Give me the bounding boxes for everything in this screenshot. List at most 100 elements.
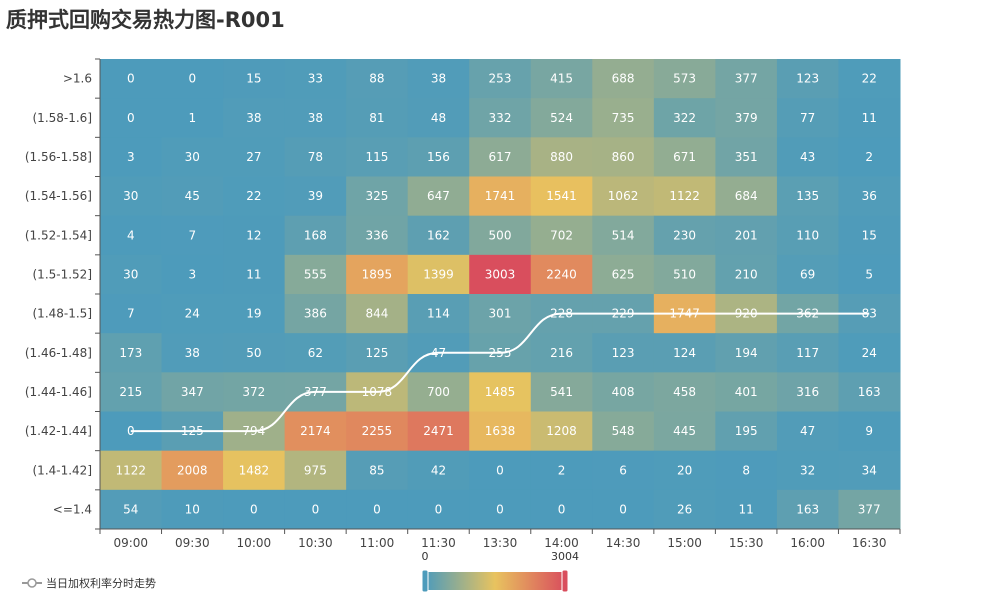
heatmap-cell[interactable] bbox=[653, 411, 716, 452]
heatmap-cell[interactable] bbox=[469, 176, 532, 217]
heatmap-cell[interactable] bbox=[161, 137, 224, 177]
heatmap-cell[interactable] bbox=[223, 176, 286, 217]
heatmap-cell[interactable] bbox=[592, 215, 655, 256]
heatmap-cell[interactable] bbox=[469, 294, 532, 334]
heatmap-cell[interactable] bbox=[776, 137, 839, 177]
heatmap-cell[interactable] bbox=[346, 294, 409, 334]
heatmap-cell[interactable] bbox=[469, 98, 532, 138]
heatmap-cell[interactable] bbox=[715, 137, 778, 177]
heatmap-cell[interactable] bbox=[776, 372, 839, 412]
heatmap-cell[interactable] bbox=[223, 215, 286, 256]
heatmap-cell[interactable] bbox=[100, 254, 163, 295]
heatmap-cell[interactable] bbox=[653, 254, 716, 295]
heatmap-cell[interactable] bbox=[407, 372, 470, 412]
heatmap-cell[interactable] bbox=[715, 450, 778, 491]
heatmap-cell[interactable] bbox=[346, 254, 409, 295]
heatmap-cell[interactable] bbox=[161, 215, 224, 256]
visual-map-min-handle[interactable] bbox=[421, 569, 429, 593]
heatmap-cell[interactable] bbox=[715, 215, 778, 256]
heatmap-cell[interactable] bbox=[223, 98, 286, 138]
heatmap-cell[interactable] bbox=[838, 450, 901, 491]
heatmap-cell[interactable] bbox=[469, 450, 532, 491]
heatmap-cell[interactable] bbox=[223, 333, 286, 373]
heatmap-cell[interactable] bbox=[715, 333, 778, 373]
heatmap-cell[interactable] bbox=[346, 333, 409, 373]
heatmap-cell[interactable] bbox=[223, 254, 286, 295]
heatmap-cell[interactable] bbox=[100, 215, 163, 256]
legend-item-label[interactable]: 当日加权利率分时走势 bbox=[46, 576, 156, 590]
heatmap-cell[interactable] bbox=[469, 137, 532, 177]
heatmap-cell[interactable] bbox=[715, 176, 778, 217]
heatmap-cell[interactable] bbox=[100, 489, 163, 530]
heatmap-cell[interactable] bbox=[530, 215, 593, 256]
heatmap-cell[interactable] bbox=[592, 333, 655, 373]
heatmap-cell[interactable] bbox=[161, 98, 224, 138]
heatmap-cell[interactable] bbox=[223, 372, 286, 412]
heatmap-cell[interactable] bbox=[469, 411, 532, 452]
heatmap-cell[interactable] bbox=[223, 294, 286, 334]
heatmap-cell[interactable] bbox=[407, 98, 470, 138]
heatmap-cell[interactable] bbox=[223, 59, 286, 99]
heatmap-cell[interactable] bbox=[653, 450, 716, 491]
heatmap-cell[interactable] bbox=[100, 137, 163, 177]
heatmap-cell[interactable] bbox=[838, 372, 901, 412]
heatmap-cell[interactable] bbox=[346, 411, 409, 452]
heatmap-cell[interactable] bbox=[592, 176, 655, 217]
heatmap-cell[interactable] bbox=[530, 254, 593, 295]
heatmap-cell[interactable] bbox=[161, 176, 224, 217]
heatmap-cell[interactable] bbox=[223, 489, 286, 530]
heatmap-cell[interactable] bbox=[284, 254, 347, 295]
heatmap-cell[interactable] bbox=[100, 176, 163, 217]
visual-map-bar[interactable] bbox=[425, 572, 565, 590]
heatmap-cell[interactable] bbox=[838, 333, 901, 373]
heatmap-cell[interactable] bbox=[653, 215, 716, 256]
heatmap-cell[interactable] bbox=[284, 215, 347, 256]
heatmap-cell[interactable] bbox=[530, 98, 593, 138]
heatmap-cell[interactable] bbox=[653, 137, 716, 177]
heatmap-cell[interactable] bbox=[592, 489, 655, 530]
heatmap-cell[interactable] bbox=[776, 98, 839, 138]
heatmap-cell[interactable] bbox=[838, 215, 901, 256]
heatmap-cell[interactable] bbox=[469, 489, 532, 530]
heatmap-cell[interactable] bbox=[161, 59, 224, 99]
heatmap-cell[interactable] bbox=[592, 254, 655, 295]
heatmap-cell[interactable] bbox=[284, 411, 347, 452]
heatmap-cell[interactable] bbox=[530, 176, 593, 217]
heatmap-cell[interactable] bbox=[100, 333, 163, 373]
heatmap-cell[interactable] bbox=[469, 254, 532, 295]
heatmap-cell[interactable] bbox=[653, 489, 716, 530]
heatmap-cell[interactable] bbox=[284, 176, 347, 217]
heatmap-cell[interactable] bbox=[530, 411, 593, 452]
heatmap-cell[interactable] bbox=[592, 372, 655, 412]
heatmap-cell[interactable] bbox=[653, 333, 716, 373]
heatmap-cell[interactable] bbox=[223, 450, 286, 491]
heatmap-cell[interactable] bbox=[469, 59, 532, 99]
heatmap-cell[interactable] bbox=[838, 176, 901, 217]
heatmap-cell[interactable] bbox=[776, 411, 839, 452]
heatmap-cell[interactable] bbox=[776, 215, 839, 256]
heatmap-cell[interactable] bbox=[100, 372, 163, 412]
heatmap-cell[interactable] bbox=[100, 450, 163, 491]
heatmap-cell[interactable] bbox=[715, 59, 778, 99]
heatmap-cell[interactable] bbox=[776, 254, 839, 295]
heatmap-cell[interactable] bbox=[530, 450, 593, 491]
heatmap-cell[interactable] bbox=[838, 411, 901, 452]
heatmap-cell[interactable] bbox=[284, 489, 347, 530]
heatmap-cell[interactable] bbox=[284, 450, 347, 491]
heatmap-cell[interactable] bbox=[530, 489, 593, 530]
heatmap-cell[interactable] bbox=[838, 489, 901, 530]
heatmap-cell[interactable] bbox=[592, 450, 655, 491]
heatmap-cell[interactable] bbox=[715, 411, 778, 452]
heatmap-cell[interactable] bbox=[715, 489, 778, 530]
heatmap-cell[interactable] bbox=[530, 372, 593, 412]
heatmap-cell[interactable] bbox=[838, 59, 901, 99]
heatmap-cell[interactable] bbox=[715, 254, 778, 295]
heatmap-cell[interactable] bbox=[469, 372, 532, 412]
heatmap-cell[interactable] bbox=[161, 450, 224, 491]
heatmap-cell[interactable] bbox=[346, 176, 409, 217]
heatmap-cell[interactable] bbox=[407, 137, 470, 177]
heatmap-cell[interactable] bbox=[346, 450, 409, 491]
heatmap-cell[interactable] bbox=[161, 333, 224, 373]
heatmap-cell[interactable] bbox=[776, 176, 839, 217]
heatmap-cell[interactable] bbox=[592, 137, 655, 177]
